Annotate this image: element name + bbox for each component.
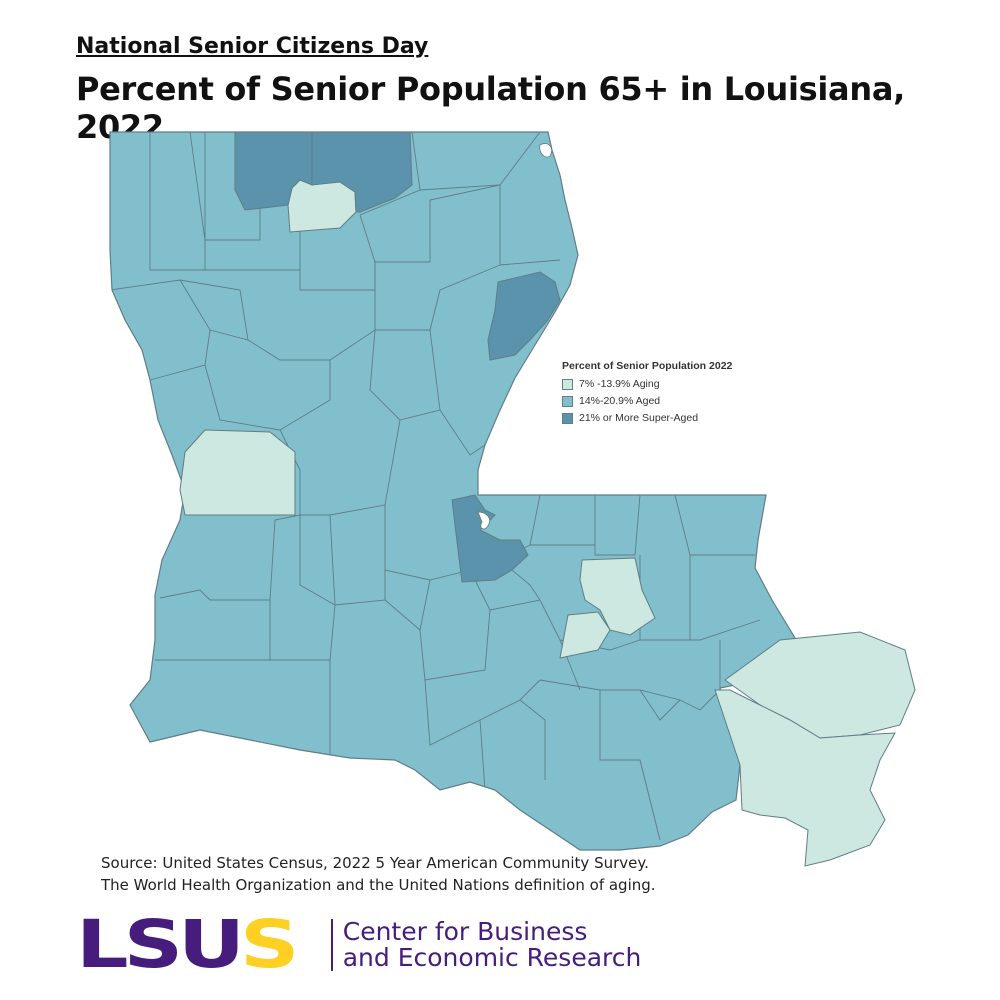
legend-label-super-aged: 21% or More Super-Aged (579, 412, 699, 424)
logo-divider (330, 919, 333, 971)
logo-text: Center for Business and Economic Researc… (343, 919, 642, 971)
false-river (477, 511, 491, 530)
logo-text-line-2: and Economic Research (342, 943, 642, 972)
parish-union-super (311, 131, 413, 213)
super-aged-parishes (234, 131, 561, 583)
legend-swatch-aging (562, 378, 573, 390)
parish-ascension-aging (559, 611, 611, 659)
state-base (109, 131, 796, 851)
parish-vernon-aging (179, 429, 296, 516)
kicker-heading: National Senior Citizens Day (76, 34, 429, 59)
source-line-2: The World Health Organization and the Un… (101, 876, 656, 894)
parish-livingston-aging (579, 557, 656, 636)
lsus-logo: LSUS Center for Business and Economic Re… (76, 912, 641, 978)
logo-text-line-1: Center for Business (342, 917, 588, 946)
legend-swatch-aged (562, 395, 573, 407)
page-title: Percent of Senior Population 65+ in Loui… (76, 70, 905, 146)
river-notch-1 (539, 143, 553, 158)
aging-parishes (179, 179, 916, 867)
legend-title: Percent of Senior Population 2022 (562, 360, 733, 372)
lsus-wordmark: LSUS (76, 912, 299, 978)
legend-label-aging: 7% -13.9% Aging (579, 378, 660, 390)
map-legend: Percent of Senior Population 2022 7% -13… (562, 360, 732, 429)
parish-boundaries (110, 132, 761, 841)
legend-item-super-aged: 21% or More Super-Aged (562, 412, 732, 424)
legend-label-aged: 14%-20.9% Aged (579, 395, 661, 407)
legend-item-aging: 7% -13.9% Aging (562, 378, 732, 390)
legend-item-aged: 14%-20.9% Aged (562, 395, 732, 407)
logo-mark-purple: LSU (76, 906, 245, 983)
parish-plaquemines-aging (714, 689, 896, 867)
source-line-1: Source: United States Census, 2022 5 Yea… (101, 854, 649, 872)
water-features (477, 143, 553, 530)
parish-tensas-super (487, 271, 561, 361)
parish-pointe-coupee-super (451, 494, 529, 583)
logo-mark-gold: S (239, 906, 299, 983)
legend-swatch-super-aged (562, 412, 573, 424)
source-note: Source: United States Census, 2022 5 Yea… (101, 852, 656, 896)
